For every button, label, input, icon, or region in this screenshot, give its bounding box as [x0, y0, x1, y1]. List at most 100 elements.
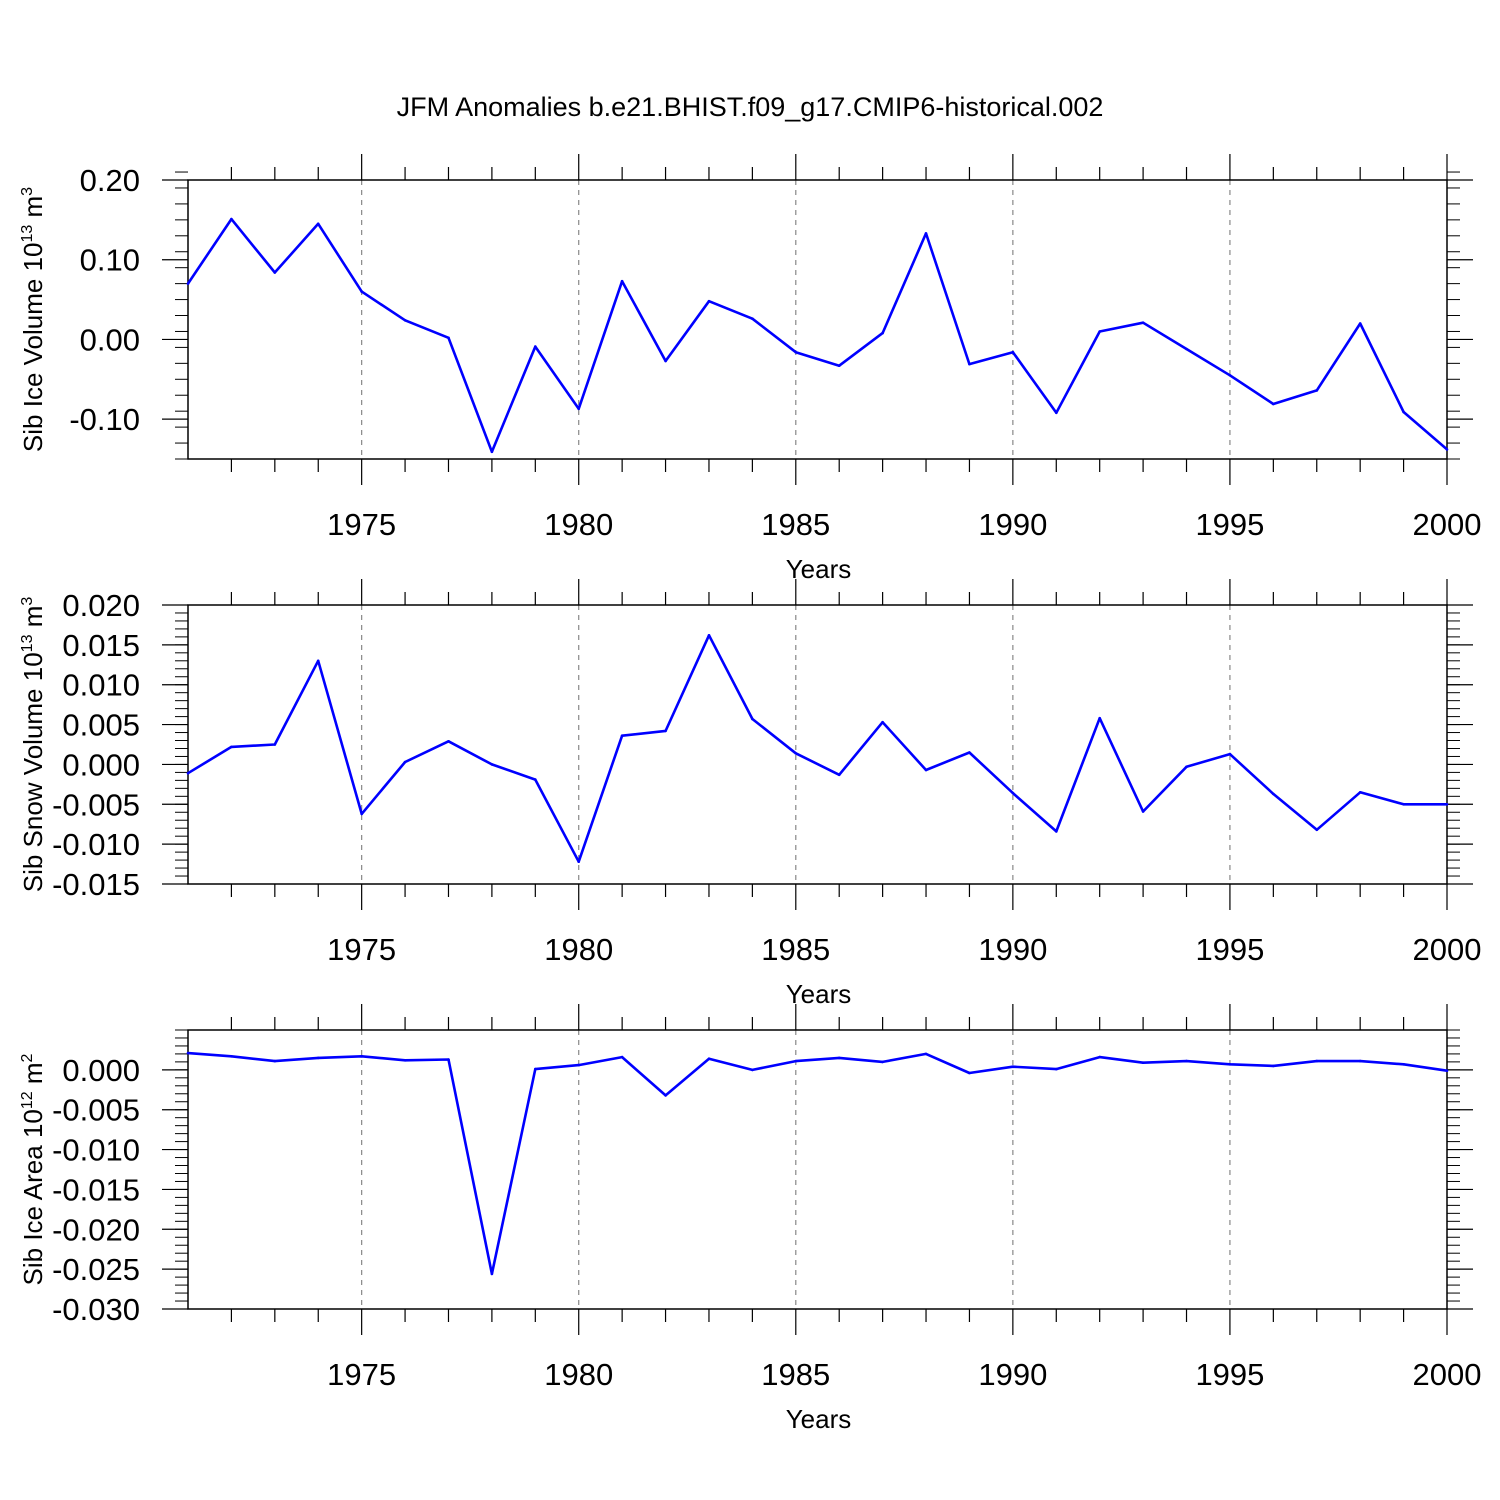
y-tick-label: -0.020	[52, 1212, 140, 1247]
data-point	[924, 1052, 928, 1056]
data-point	[447, 1058, 450, 1061]
data-point	[1402, 803, 1405, 806]
data-point	[620, 279, 624, 283]
data-point	[230, 217, 233, 221]
panel-3: 1975 1980 1985 1990 1995 2000 -0.030 -0.025 -0.0…	[18, 1004, 1481, 1434]
data-point	[316, 659, 320, 663]
data-point	[186, 282, 190, 285]
data-point	[707, 299, 711, 303]
y-axis-label-part: m	[18, 606, 48, 635]
data-point	[273, 271, 277, 274]
data-point	[1358, 791, 1362, 794]
y-tick-label: -0.005	[52, 1093, 140, 1128]
data-point	[1141, 1061, 1145, 1064]
data-point	[1055, 830, 1058, 833]
data-point	[534, 345, 537, 348]
panel-2: 1975 1980 1985 1990 1995 2000 -0.015 -0.010 -0.0…	[18, 579, 1481, 1009]
data-point	[924, 768, 928, 772]
y-axis-label-sup: 13	[19, 634, 36, 652]
data-point	[447, 740, 450, 743]
data-point	[534, 1067, 537, 1071]
x-tick-label: 1985	[761, 507, 830, 542]
y-tick-label: -0.015	[52, 867, 140, 902]
data-point	[881, 720, 884, 724]
data-point	[1011, 350, 1015, 354]
x-tick-label: 2000	[1413, 507, 1482, 542]
data-point	[751, 317, 754, 321]
data-point	[403, 760, 407, 764]
x-axis-label: Years	[786, 979, 852, 1009]
data-point	[1098, 716, 1101, 720]
data-point	[447, 336, 450, 340]
data-point	[664, 359, 667, 363]
x-axis-label: Years	[786, 554, 852, 584]
data-point	[1098, 330, 1101, 333]
data-point	[577, 1063, 580, 1067]
data-point	[707, 634, 711, 637]
x-tick-label: 1995	[1195, 507, 1264, 542]
data-point	[360, 1055, 364, 1058]
data-point	[1141, 810, 1145, 813]
data-point	[316, 1056, 320, 1060]
series-line	[187, 1051, 1448, 1276]
y-tick-label: -0.025	[52, 1252, 140, 1287]
data-point	[273, 743, 277, 746]
data-point	[751, 717, 754, 721]
data-point	[924, 232, 928, 235]
data-point	[490, 1272, 494, 1276]
y-tick-label: 0.020	[62, 588, 140, 623]
data-point	[794, 752, 798, 755]
data-point	[1185, 1059, 1188, 1063]
y-axis-label: Sib Snow Volume 1013 m3	[18, 597, 48, 893]
data-point	[968, 362, 971, 366]
plot-frame	[187, 1029, 1448, 1310]
data-point	[1185, 347, 1188, 351]
data-point	[794, 1059, 798, 1063]
data-point	[1272, 792, 1275, 796]
data-point	[1272, 1064, 1275, 1068]
series-line	[186, 217, 1448, 454]
y-axis-label-sup: 12	[19, 1091, 36, 1109]
y-axis-label: Sib Ice Volume 1013 m3	[18, 187, 48, 452]
y-tick-label: -0.005	[52, 787, 140, 822]
series-line	[187, 633, 1447, 864]
x-tick-label: 1975	[327, 932, 396, 967]
y-tick-label: 0.015	[62, 628, 140, 663]
data-point	[577, 860, 580, 863]
data-point	[186, 1051, 190, 1055]
y-axis-label-sup: 3	[19, 187, 36, 196]
data-point	[1055, 411, 1058, 415]
y-tick-label: -0.030	[52, 1292, 140, 1327]
y-tick-label: 0.10	[80, 243, 140, 278]
y-tick-label: -0.010	[52, 827, 140, 862]
data-point	[1228, 752, 1232, 756]
data-point	[1011, 1065, 1015, 1068]
data-point	[534, 778, 537, 781]
y-tick-label: 0.005	[62, 708, 140, 743]
y-axis-label-part: Sib Snow Volume 10	[18, 652, 48, 892]
x-tick-label: 1995	[1195, 932, 1264, 967]
data-point	[620, 1055, 624, 1059]
data-point	[664, 1094, 667, 1097]
data-point	[490, 450, 494, 454]
data-point	[316, 222, 320, 226]
data-point	[1315, 1059, 1319, 1063]
data-point	[1272, 402, 1275, 406]
y-tick-label: -0.10	[69, 402, 140, 437]
y-axis-label-sup: 3	[19, 597, 36, 606]
data-point	[1185, 765, 1188, 769]
data-point	[751, 1068, 754, 1072]
y-tick-label: -0.010	[52, 1133, 140, 1168]
y-axis-label-part: m	[18, 1062, 48, 1091]
data-point	[1228, 1063, 1232, 1066]
data-point	[707, 1057, 711, 1060]
data-point	[664, 729, 667, 733]
y-tick-label: 0.20	[80, 163, 140, 198]
data-point	[1445, 803, 1449, 806]
y-tick-label: -0.015	[52, 1172, 140, 1207]
x-tick-label: 1990	[978, 932, 1047, 967]
data-point	[360, 290, 364, 293]
data-point	[490, 763, 494, 766]
y-tick-label: 0.010	[62, 668, 140, 703]
x-tick-label: 1990	[978, 1357, 1047, 1392]
